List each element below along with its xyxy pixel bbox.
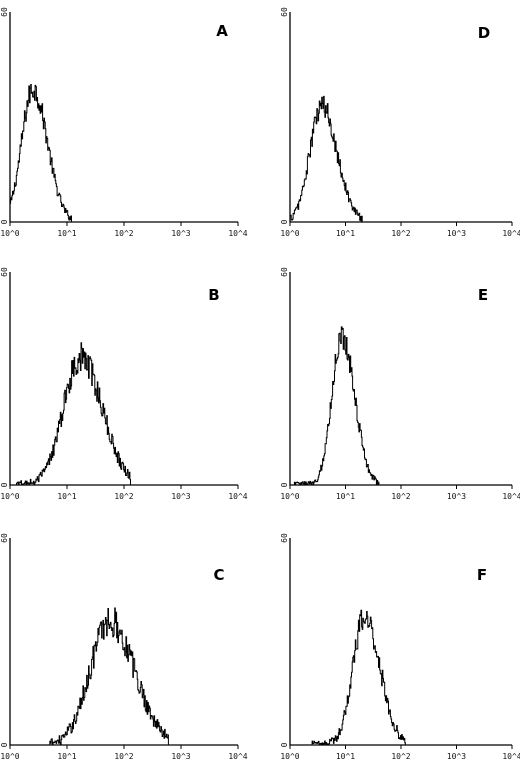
x-tick-label: 10^3: [447, 752, 466, 761]
x-tick-label: 10^2: [391, 752, 410, 761]
x-tick-label: 10^1: [336, 752, 355, 761]
y-tick-label: 0: [280, 742, 289, 747]
y-tick-label: 0: [0, 219, 9, 224]
x-tick-label: 10^0: [280, 229, 299, 238]
axis-line: [289, 12, 512, 223]
y-tick-label: 0: [0, 482, 9, 487]
x-tick-label: 10^0: [0, 492, 19, 501]
panel-letter: C: [213, 566, 224, 584]
histogram-trace: [16, 342, 131, 486]
y-tick-label: 60: [280, 7, 289, 17]
panel-letter: E: [478, 286, 488, 304]
panel-f: 10^0 10^1 10^2 10^3 10^4 0 60 F: [280, 533, 520, 761]
x-tick-label: 10^1: [336, 492, 355, 501]
panel-letter: F: [477, 566, 487, 584]
x-tick-label: 10^1: [57, 492, 76, 501]
x-tick-label: 10^4: [502, 492, 520, 501]
panel-letter: B: [208, 286, 219, 304]
x-tick-label: 10^0: [280, 492, 299, 501]
y-tick-label: 0: [0, 742, 9, 747]
panel-letter: A: [216, 22, 228, 40]
x-tick-label: 10^3: [171, 229, 190, 238]
y-tick-label: 60: [0, 533, 9, 543]
histogram-trace: [289, 95, 363, 222]
histogram-trace: [9, 84, 72, 222]
x-tick-label: 10^4: [228, 229, 247, 238]
x-tick-label: 10^4: [502, 752, 520, 761]
y-tick-label: 60: [280, 533, 289, 543]
axis-line: [9, 272, 238, 486]
panel-b: 10^0 10^1 10^2 10^3 10^4 0 60 B: [0, 267, 248, 501]
x-tick-label: 10^1: [57, 752, 76, 761]
panel-letter: D: [478, 24, 490, 42]
y-tick-label: 60: [280, 267, 289, 277]
panel-e: 10^0 10^1 10^2 10^3 10^4 0 60 E: [280, 267, 520, 501]
x-tick-label: 10^1: [336, 229, 355, 238]
axis-line: [9, 538, 238, 746]
x-tick-label: 10^3: [447, 229, 466, 238]
x-tick-label: 10^2: [391, 229, 410, 238]
y-tick-label: 60: [0, 7, 9, 17]
x-tick-label: 10^1: [57, 229, 76, 238]
x-tick-label: 10^2: [391, 492, 410, 501]
histogram-trace: [311, 609, 406, 746]
x-tick-label: 10^4: [228, 752, 247, 761]
x-tick-label: 10^0: [0, 752, 19, 761]
x-tick-label: 10^3: [447, 492, 466, 501]
x-tick-label: 10^4: [502, 229, 520, 238]
y-tick-label: 0: [280, 482, 289, 487]
histogram-trace: [293, 326, 380, 486]
panel-d: 10^0 10^1 10^2 10^3 10^4 0 60 D: [280, 7, 520, 238]
y-tick-label: 0: [280, 219, 289, 224]
x-tick-label: 10^3: [171, 492, 190, 501]
x-tick-label: 10^4: [228, 492, 247, 501]
axis-line: [9, 12, 238, 223]
x-tick-label: 10^0: [280, 752, 299, 761]
panel-c: 10^0 10^1 10^2 10^3 10^4 0 60 C: [0, 533, 248, 761]
y-tick-label: 60: [0, 267, 9, 277]
x-tick-label: 10^0: [0, 229, 19, 238]
x-tick-label: 10^2: [114, 752, 133, 761]
panel-a: 10^0 10^1 10^2 10^3 10^4 0 60 A: [0, 7, 248, 238]
x-tick-label: 10^2: [114, 229, 133, 238]
histogram-trace: [49, 607, 169, 746]
x-tick-label: 10^3: [171, 752, 190, 761]
x-tick-label: 10^2: [114, 492, 133, 501]
